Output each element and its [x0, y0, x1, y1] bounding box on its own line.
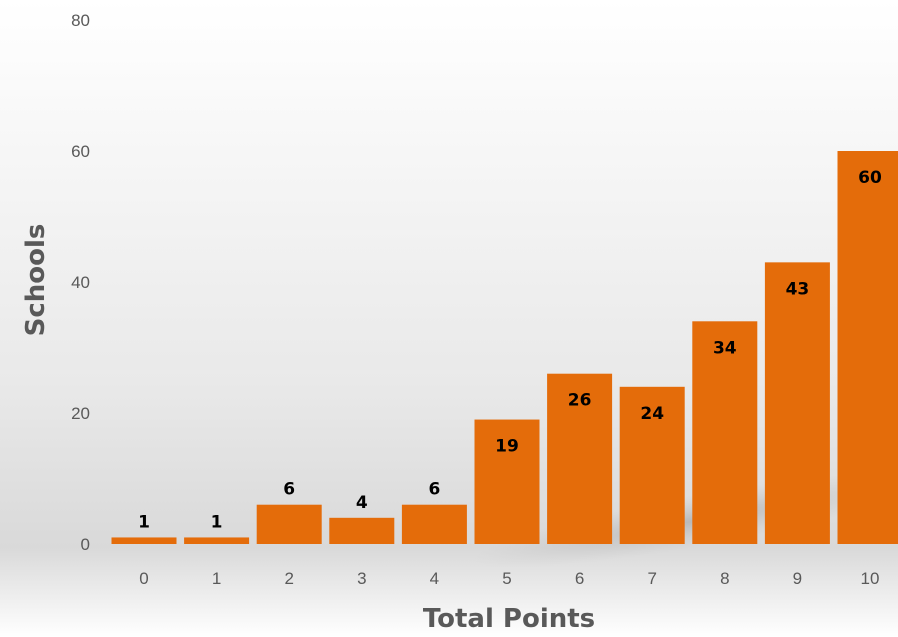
data-label: 4 [356, 493, 368, 513]
x-tick-label: 9 [793, 569, 802, 588]
x-tick-label: 2 [284, 569, 293, 588]
bar [547, 373, 613, 544]
x-tick-label: 4 [430, 569, 439, 588]
data-label: 43 [786, 279, 810, 299]
x-tick-label: 5 [502, 569, 511, 588]
data-label: 26 [568, 391, 592, 411]
bar [329, 517, 395, 544]
y-tick-label: 20 [71, 404, 90, 423]
x-tick-label: 7 [647, 569, 656, 588]
bar [837, 151, 898, 544]
y-tick-label: 80 [71, 11, 90, 30]
bar [474, 419, 540, 544]
y-tick-label: 40 [71, 273, 90, 292]
y-axis-ticks: 0 20 40 60 80 [71, 11, 90, 554]
data-label: 34 [713, 338, 737, 358]
x-tick-label: 0 [139, 569, 148, 588]
data-label: 24 [640, 404, 664, 424]
bar [692, 321, 758, 544]
bars [111, 151, 898, 544]
bar [256, 504, 322, 544]
bar [764, 262, 830, 544]
x-tick-label: 10 [861, 569, 880, 588]
bar [184, 537, 250, 544]
x-axis-ticks: 0 1 2 3 4 5 6 7 8 9 10 [139, 569, 879, 588]
data-label: 6 [428, 480, 440, 500]
data-label: 19 [495, 437, 519, 457]
x-tick-label: 8 [720, 569, 729, 588]
data-label: 1 [138, 512, 150, 532]
bar [401, 504, 467, 544]
y-tick-label: 0 [81, 535, 90, 554]
y-tick-label: 60 [71, 142, 90, 161]
x-tick-label: 1 [212, 569, 221, 588]
bar [111, 537, 177, 544]
x-tick-label: 3 [357, 569, 366, 588]
data-labels: 1 1 6 4 6 19 26 24 34 43 60 [138, 168, 882, 532]
y-axis-title: Schools [21, 224, 51, 337]
data-label: 1 [211, 512, 223, 532]
data-label: 6 [283, 480, 295, 500]
data-label: 60 [858, 168, 882, 188]
x-tick-label: 6 [575, 569, 584, 588]
x-axis-title: Total Points [423, 604, 595, 634]
bar [619, 386, 685, 544]
